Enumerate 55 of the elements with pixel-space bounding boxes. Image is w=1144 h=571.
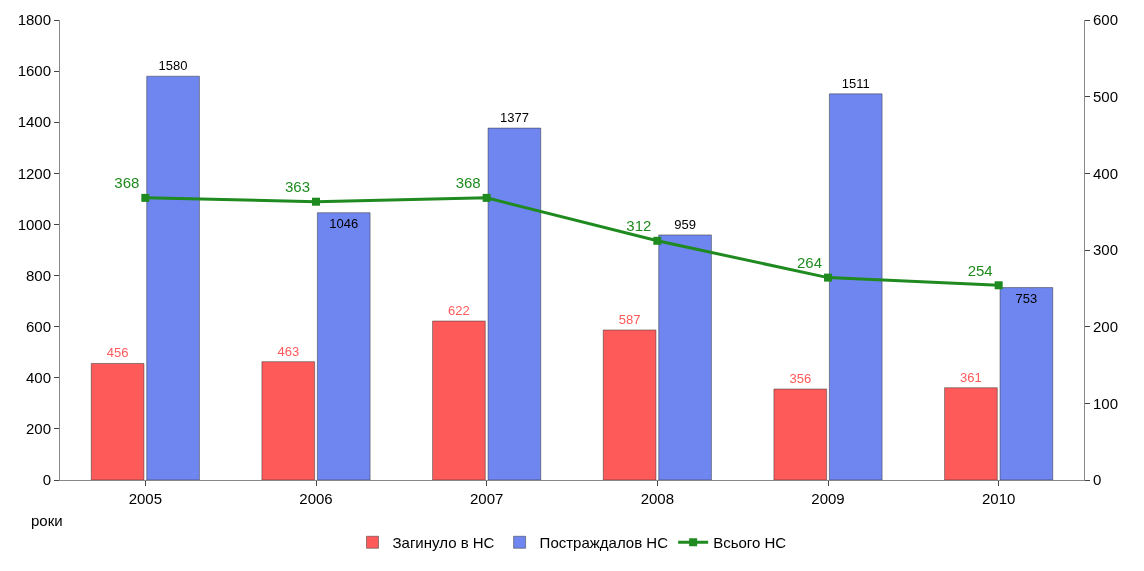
y-tick-label: 1400 (17, 113, 51, 131)
bar (829, 93, 883, 480)
data-label: 356 (789, 371, 812, 387)
data-label: 363 (284, 177, 310, 195)
y2-tick-label: 0 (1093, 471, 1102, 489)
data-label: 264 (796, 253, 822, 271)
y2-tick-label: 300 (1093, 241, 1119, 259)
y2-tick-label: 100 (1093, 394, 1119, 412)
data-label: 753 (1015, 290, 1038, 306)
y2-tick-label: 500 (1093, 87, 1119, 105)
data-label: 254 (967, 261, 993, 279)
data-label: 368 (114, 174, 140, 192)
point (312, 197, 320, 206)
y-tick-label: 800 (25, 266, 51, 284)
legend-label: Загинуло в НС (392, 534, 495, 552)
data-label: 312 (626, 217, 652, 235)
y2-tick-label: 200 (1093, 317, 1119, 335)
y2-tick-label: 400 (1093, 164, 1119, 182)
data-label: 1377 (499, 110, 529, 126)
point (141, 193, 150, 202)
x-tick-label: 2005 (128, 490, 163, 507)
data-label: 368 (455, 174, 481, 192)
point (653, 236, 662, 245)
legend-label: Постраждалов НС (539, 534, 669, 552)
data-label: 959 (674, 216, 696, 232)
data-label: 463 (277, 343, 300, 359)
data-label: 1511 (841, 75, 870, 91)
y-tick-label: 1200 (17, 164, 51, 182)
x-tick-label: 2010 (981, 490, 1016, 507)
data-label: 1046 (329, 215, 359, 231)
y-tick-label: 200 (25, 420, 51, 438)
x-axis-title: роки (31, 512, 63, 529)
data-label: 1580 (158, 58, 188, 74)
y-tick-label: 1800 (17, 11, 51, 29)
point (482, 193, 491, 202)
x-tick-label: 2008 (640, 490, 675, 507)
bar (773, 388, 827, 480)
y-tick-label: 1000 (17, 215, 51, 233)
y2-tick-label: 600 (1093, 11, 1119, 29)
data-label: 622 (448, 303, 470, 319)
y-tick-label: 400 (25, 369, 51, 387)
bar (261, 361, 315, 480)
x-tick-label: 2007 (469, 490, 504, 507)
x-tick-label: 2006 (299, 490, 333, 507)
y-tick-label: 600 (25, 317, 51, 335)
legend-label: Всього НС (713, 534, 787, 552)
y-tick-label: 0 (42, 471, 51, 489)
data-label: 587 (618, 311, 641, 327)
y-tick-label: 1600 (17, 62, 51, 80)
data-label: 361 (960, 369, 982, 385)
point (824, 273, 832, 282)
point (994, 281, 1003, 290)
x-tick-label: 2009 (811, 490, 845, 507)
bar (317, 212, 371, 480)
data-label: 456 (106, 345, 129, 361)
